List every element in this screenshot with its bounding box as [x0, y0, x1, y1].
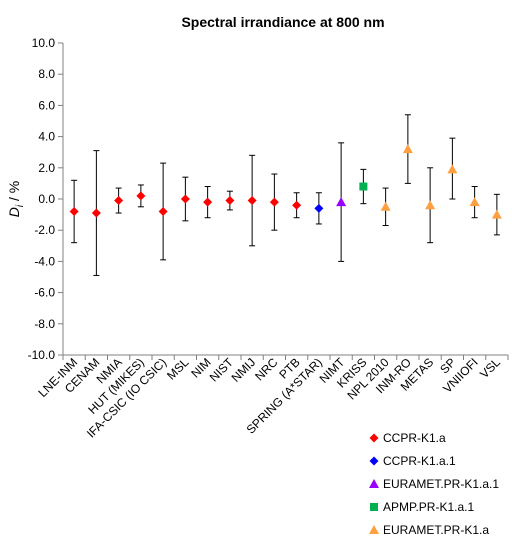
data-point [91, 208, 101, 218]
y-tick-label: 6.0 [38, 98, 55, 112]
data-point [269, 197, 279, 207]
legend-label: EURAMET.PR-K1.a.1 [383, 477, 499, 491]
data-point [225, 196, 235, 206]
y-tick-label: 8.0 [38, 67, 55, 81]
y-axis-label-unit: / % [6, 181, 22, 205]
data-point [69, 206, 79, 216]
x-tick-label: NMIJ [229, 355, 259, 385]
legend-marker [369, 525, 379, 534]
data-point [292, 200, 302, 210]
legend-label: CCPR-K1.a [383, 431, 446, 445]
y-tick-label: 0.0 [38, 192, 55, 206]
y-axis-label: Di / % [6, 181, 26, 217]
y-tick-label: -10.0 [28, 348, 56, 362]
y-tick-label: 10.0 [32, 36, 56, 50]
y-tick-label: -6.0 [34, 286, 55, 300]
y-tick-label: 2.0 [38, 161, 55, 175]
legend-marker [369, 456, 379, 466]
data-point [402, 144, 413, 154]
data-point [425, 200, 436, 210]
data-point [491, 209, 502, 219]
y-axis-label-subscript: i [15, 204, 26, 207]
data-point [247, 196, 257, 206]
legend-label: EURAMET.PR-K1.a [383, 523, 489, 537]
y-tick-label: -4.0 [34, 254, 55, 268]
data-point [314, 203, 324, 213]
y-axis-label-symbol: D [6, 207, 22, 217]
data-point [380, 201, 391, 211]
legend-marker [369, 479, 379, 488]
data-marks [69, 114, 502, 276]
x-tick-label: NIST [207, 355, 237, 385]
y-tick-label: -2.0 [34, 223, 55, 237]
x-tick-label: MSL [164, 355, 192, 383]
legend: CCPR-K1.a CCPR-K1.a.1 EURAMET.PR-K1.a.1 APM… [369, 431, 499, 537]
x-tick-label: VSL [477, 355, 503, 381]
data-point [180, 194, 190, 204]
data-point [114, 196, 124, 206]
data-point [136, 191, 146, 201]
data-point [336, 197, 347, 207]
legend-marker [369, 433, 379, 443]
data-point [203, 197, 213, 207]
data-point [469, 197, 480, 207]
data-point [447, 164, 458, 174]
y-tick-label: 4.0 [38, 130, 55, 144]
data-point [359, 182, 368, 191]
legend-label: CCPR-K1.a.1 [383, 454, 456, 468]
y-tick-label: -8.0 [34, 317, 55, 331]
axes: 10.0 8.0 6.0 4.0 2.0 0.0 -2.0 -4.0 -6.0 -8.0 -10.0… [6, 36, 509, 441]
legend-marker [370, 503, 378, 511]
x-tick-label: NRC [252, 355, 281, 384]
legend-label: APMP.PR-K1.a.1 [383, 500, 474, 514]
chart-title: Spectral irrandiance at 800 nm [181, 14, 384, 30]
data-point [158, 206, 168, 216]
